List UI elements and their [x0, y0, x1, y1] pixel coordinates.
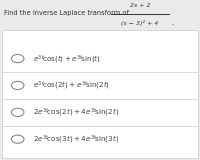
- Text: $e^{3t}\!\cos(2t) + e^{3t}\!\sin(2t)$: $e^{3t}\!\cos(2t) + e^{3t}\!\sin(2t)$: [33, 79, 110, 91]
- Text: $2e^{3t}\!\cos(2t) + 4e^{3t}\!\sin(2t)$: $2e^{3t}\!\cos(2t) + 4e^{3t}\!\sin(2t)$: [33, 106, 120, 118]
- Text: .: .: [171, 20, 173, 26]
- Text: Find the inverse Laplace transform of: Find the inverse Laplace transform of: [4, 10, 129, 16]
- Text: $e^{3t}\!\cos(t) + e^{3t}\!\sin(t)$: $e^{3t}\!\cos(t) + e^{3t}\!\sin(t)$: [33, 52, 101, 64]
- Text: (s − 3)² + 4: (s − 3)² + 4: [121, 20, 159, 26]
- Text: 2s + 2: 2s + 2: [130, 3, 150, 8]
- FancyBboxPatch shape: [2, 30, 198, 158]
- Text: $2e^{3t}\!\cos(3t) + 4e^{3t}\!\sin(3t)$: $2e^{3t}\!\cos(3t) + 4e^{3t}\!\sin(3t)$: [33, 133, 120, 145]
